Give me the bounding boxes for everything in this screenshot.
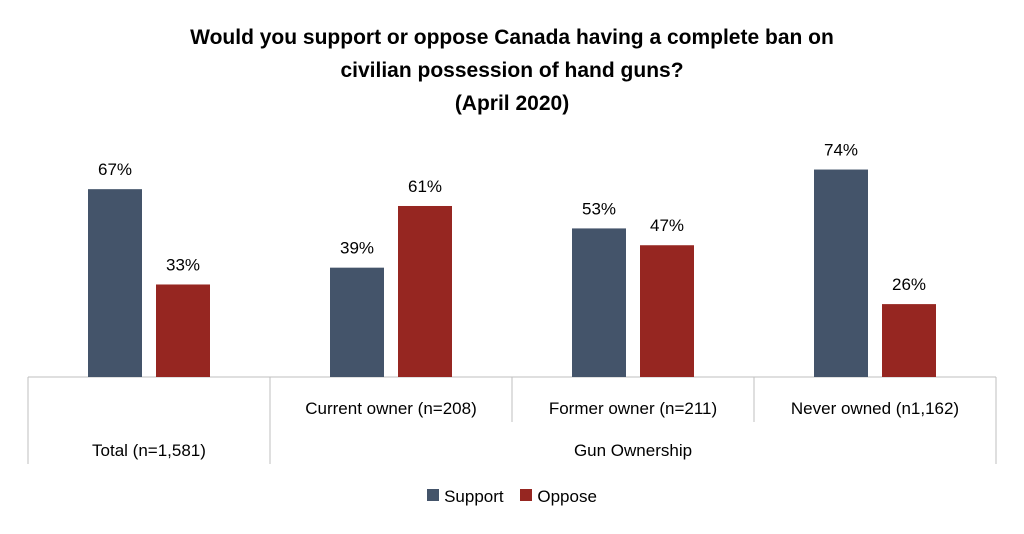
chart-title-line-2: civilian possession of hand guns? [340, 59, 684, 82]
category-group-label: Gun Ownership [574, 441, 692, 460]
bar-support [330, 267, 384, 377]
category-label: Former owner (n=211) [549, 399, 717, 418]
legend-item-oppose: Oppose [520, 487, 597, 507]
legend-swatch-support [427, 489, 440, 502]
data-label-oppose: 61% [408, 177, 442, 196]
bar-oppose [398, 205, 452, 377]
bar-oppose [156, 284, 210, 377]
bar-support [88, 189, 142, 377]
category-label: Total (n=1,581) [92, 441, 206, 460]
data-label-support: 39% [340, 239, 374, 258]
category-label: Current owner (n=208) [305, 399, 477, 418]
data-label-oppose: 33% [166, 255, 200, 274]
legend-label-oppose: Oppose [537, 486, 597, 506]
bar-support [572, 228, 626, 377]
data-label-support: 74% [824, 141, 858, 160]
data-label-oppose: 47% [650, 216, 684, 235]
legend-item-support: Support [427, 487, 504, 507]
data-label-support: 67% [98, 160, 132, 179]
data-label-oppose: 26% [892, 275, 926, 294]
bar-support [814, 169, 868, 377]
chart-legend: Support Oppose [0, 486, 1024, 507]
legend-label-support: Support [444, 486, 504, 506]
bar-oppose [640, 245, 694, 377]
data-label-support: 53% [582, 199, 616, 218]
chart-title-line-3: (April 2020) [454, 92, 570, 115]
legend-swatch-oppose [520, 489, 533, 502]
bar-oppose [882, 304, 936, 377]
chart-title-line-1: Would you support or oppose Canada havin… [190, 26, 834, 49]
category-label: Never owned (n1,162) [791, 399, 959, 418]
